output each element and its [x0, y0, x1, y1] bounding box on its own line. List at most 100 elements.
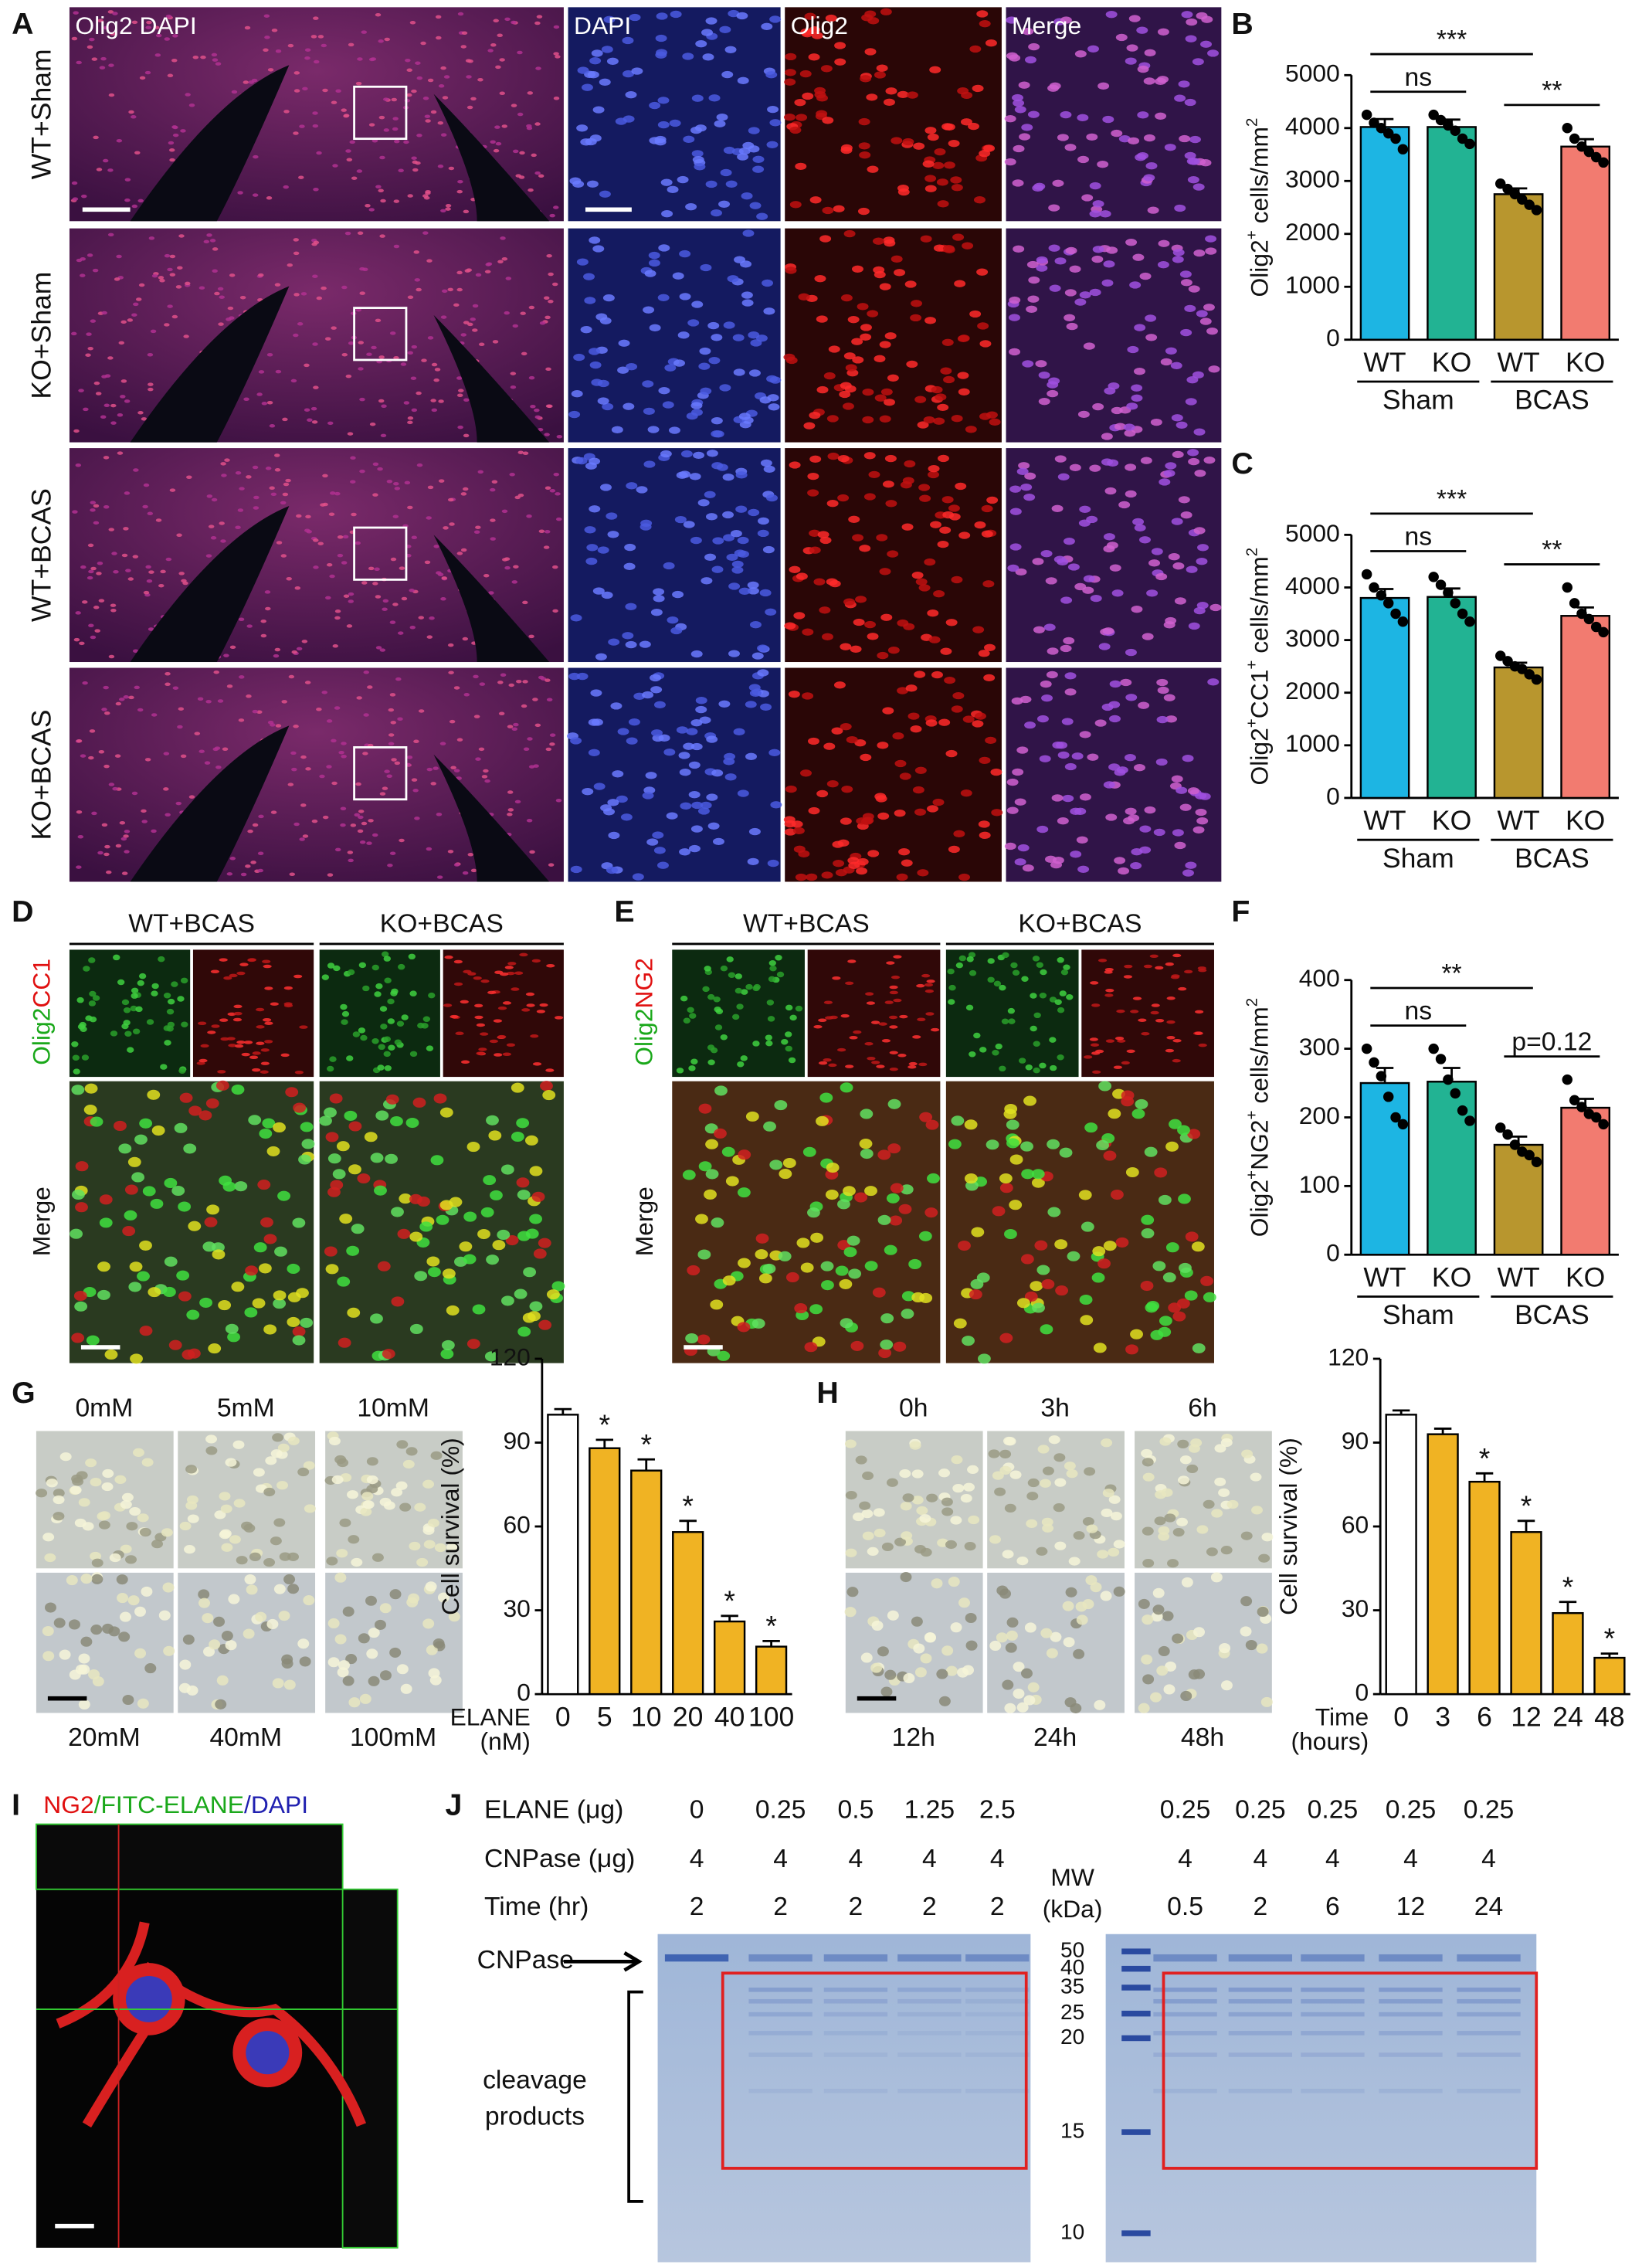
cell: [103, 456, 110, 460]
cell: [517, 112, 524, 117]
cell: [422, 1618, 435, 1629]
cell: [1049, 284, 1061, 292]
cell: [231, 1282, 245, 1292]
cell: [715, 1008, 724, 1014]
cell: [1013, 1662, 1025, 1672]
cell: [229, 857, 236, 861]
band: [1379, 2088, 1443, 2093]
cell: [456, 376, 463, 380]
cell: [437, 1592, 450, 1603]
cell: [712, 537, 724, 545]
cell: [1051, 794, 1064, 802]
cell: [540, 1081, 553, 1092]
cell: [978, 820, 990, 828]
cell: [476, 1051, 485, 1055]
cell: [628, 718, 640, 726]
cell: [1178, 80, 1190, 88]
cell: [552, 205, 559, 209]
cell: [297, 1638, 310, 1649]
cell: [300, 803, 307, 807]
cell: [1136, 26, 1148, 34]
cell: [908, 1064, 917, 1069]
cell: [343, 114, 350, 117]
cell: [331, 326, 337, 330]
cell: [531, 959, 541, 963]
cell: [1008, 1018, 1016, 1024]
cell: [167, 304, 173, 308]
cell: [245, 1265, 259, 1276]
x-tick-label: WT: [1363, 347, 1406, 378]
cell: [192, 55, 199, 59]
cell: [490, 518, 496, 522]
cell: [46, 1479, 58, 1488]
cell: [918, 1062, 928, 1067]
cell: [394, 139, 400, 144]
cell: [303, 1595, 315, 1606]
cell: [287, 1263, 300, 1275]
cell: [321, 974, 330, 980]
cell: [186, 1309, 200, 1320]
cell: [711, 209, 722, 217]
cell: [688, 791, 701, 799]
bar: [1427, 1433, 1459, 1696]
cell: [692, 156, 704, 164]
cell: [985, 39, 997, 47]
cell: [397, 631, 404, 635]
cell: [358, 367, 364, 371]
cell: [1018, 1058, 1026, 1064]
cell: [440, 133, 447, 137]
cell: [81, 600, 88, 604]
cell: [867, 633, 879, 640]
cell: [253, 506, 260, 510]
cell: [53, 1495, 65, 1505]
cell: [1052, 179, 1064, 187]
cell: [951, 1455, 963, 1465]
cell: [243, 1628, 255, 1639]
cell: [651, 729, 663, 737]
cell: [1033, 182, 1046, 191]
error-bar: [1600, 1652, 1619, 1659]
cell: [737, 153, 749, 161]
cell: [591, 49, 603, 57]
cell: [214, 1510, 226, 1519]
cell: [516, 1177, 530, 1188]
cell: [710, 1299, 724, 1310]
cell: [91, 811, 97, 816]
cell: [447, 287, 453, 292]
cell: [857, 303, 869, 311]
cell: [962, 242, 974, 250]
cell: [379, 155, 385, 160]
cell: [274, 647, 281, 652]
cell: [287, 1316, 300, 1327]
cell: [436, 36, 442, 40]
title-part: NG2: [43, 1791, 93, 1818]
cell: [128, 695, 134, 700]
cell: [741, 192, 753, 200]
cell: [124, 1210, 137, 1221]
cell: [642, 792, 654, 800]
cell: [312, 274, 318, 278]
cell: [546, 963, 555, 968]
cell: [382, 951, 389, 958]
cell: [1163, 694, 1176, 701]
cell: [1036, 256, 1048, 264]
cell: [1125, 1166, 1139, 1178]
cell: [763, 1121, 776, 1132]
cell: [992, 1206, 1006, 1217]
cell: [623, 70, 634, 78]
cell: [75, 611, 81, 615]
cell: [1220, 1546, 1233, 1555]
cell: [1201, 15, 1213, 23]
cell: [1203, 457, 1216, 464]
cell: [204, 761, 211, 765]
cell: [1186, 1464, 1199, 1474]
cell: [1158, 1645, 1170, 1657]
cell: [720, 168, 732, 177]
cell: [526, 1003, 535, 1007]
arrow: [563, 1951, 643, 1972]
cell: [850, 645, 862, 653]
column-title: Merge: [1012, 12, 1081, 39]
cell: [938, 1468, 951, 1478]
data-point: [1428, 109, 1439, 121]
cell: [253, 154, 259, 159]
